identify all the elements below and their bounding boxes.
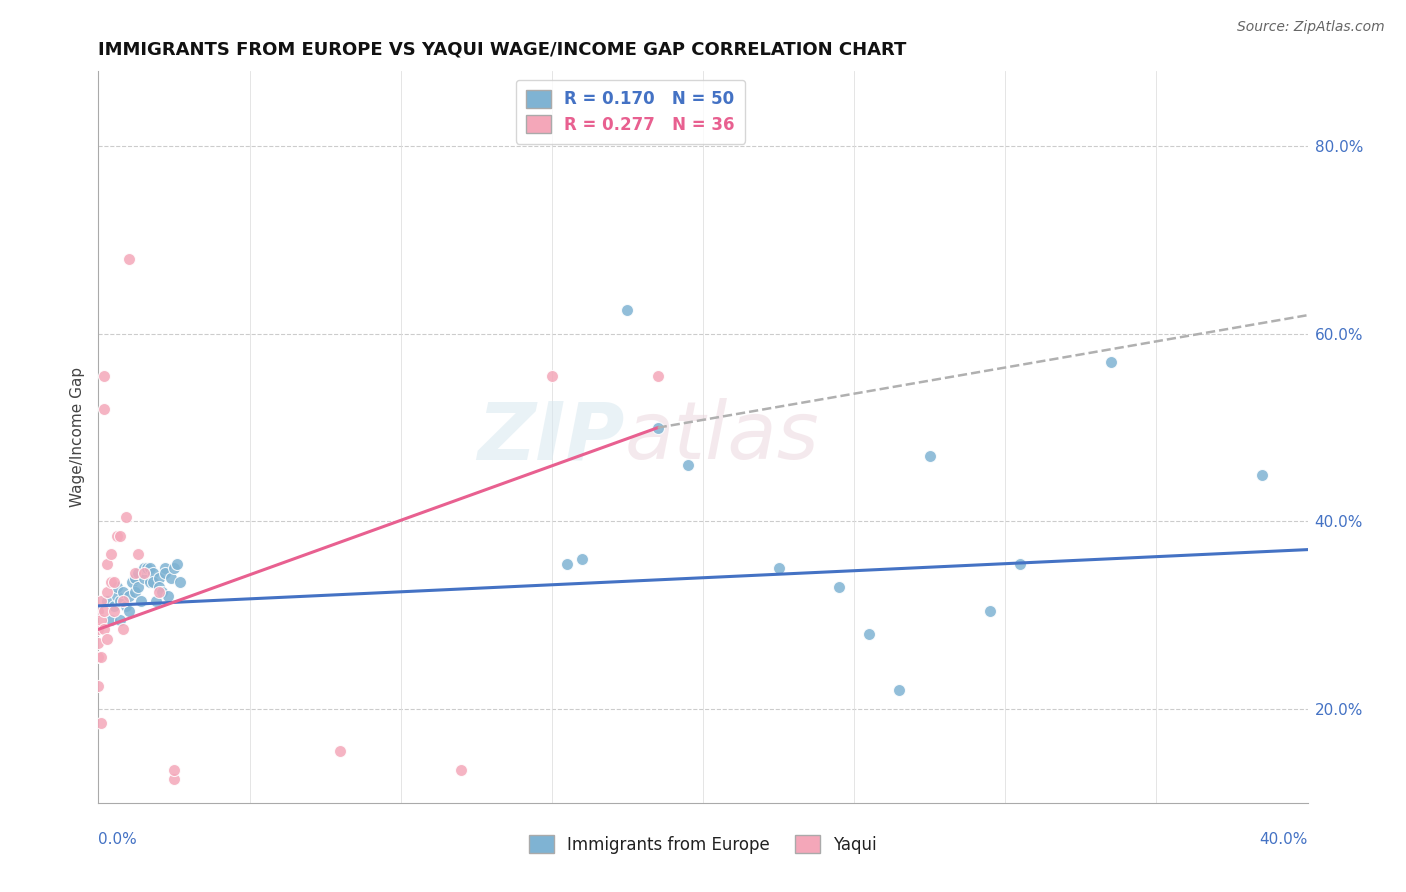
Point [768, 561, 790, 575]
Point [103, 599, 125, 613]
Point [127, 547, 149, 561]
Text: 0.0%: 0.0% [98, 832, 138, 847]
Point [87, 679, 110, 693]
Point [111, 594, 134, 608]
Point [105, 590, 128, 604]
Text: ZIP: ZIP [477, 398, 624, 476]
Point [889, 683, 911, 698]
Point [135, 561, 157, 575]
Point [132, 566, 155, 580]
Point [96, 594, 118, 608]
Point [150, 584, 173, 599]
Point [114, 599, 136, 613]
Point [1099, 355, 1122, 369]
Point [160, 571, 183, 585]
Point [132, 571, 155, 585]
Point [142, 575, 165, 590]
Point [163, 561, 186, 575]
Point [100, 613, 122, 627]
Point [90, 650, 112, 665]
Point [148, 571, 170, 585]
Point [647, 420, 669, 434]
Point [828, 580, 851, 594]
Point [121, 575, 143, 590]
Point [87, 603, 110, 617]
Point [118, 590, 141, 604]
Point [93, 369, 115, 384]
Point [93, 401, 115, 416]
Point [163, 763, 186, 777]
Point [87, 650, 110, 665]
Point [153, 561, 176, 575]
Point [87, 623, 110, 637]
Point [111, 623, 134, 637]
Point [450, 763, 472, 777]
Point [93, 603, 115, 617]
Point [329, 744, 352, 758]
Point [96, 584, 118, 599]
Point [540, 369, 562, 384]
Point [105, 580, 128, 594]
Text: Source: ZipAtlas.com: Source: ZipAtlas.com [1237, 20, 1385, 34]
Point [129, 594, 152, 608]
Point [153, 566, 176, 580]
Point [100, 547, 122, 561]
Point [124, 584, 146, 599]
Point [103, 603, 125, 617]
Point [647, 369, 669, 384]
Point [96, 557, 118, 571]
Point [979, 603, 1001, 617]
Point [90, 594, 112, 608]
Point [145, 594, 167, 608]
Text: atlas: atlas [624, 398, 820, 476]
Point [87, 603, 110, 617]
Point [156, 590, 179, 604]
Legend: Immigrants from Europe, Yaqui: Immigrants from Europe, Yaqui [522, 829, 884, 860]
Point [571, 552, 593, 566]
Point [1251, 467, 1274, 482]
Point [169, 575, 191, 590]
Point [114, 509, 136, 524]
Point [166, 557, 188, 571]
Point [676, 458, 699, 473]
Point [90, 716, 112, 731]
Point [124, 571, 146, 585]
Point [148, 584, 170, 599]
Point [118, 603, 141, 617]
Point [118, 252, 141, 266]
Point [108, 528, 131, 542]
Point [163, 772, 186, 787]
Point [108, 594, 131, 608]
Point [132, 561, 155, 575]
Text: IMMIGRANTS FROM EUROPE VS YAQUI WAGE/INCOME GAP CORRELATION CHART: IMMIGRANTS FROM EUROPE VS YAQUI WAGE/INC… [98, 41, 907, 59]
Point [124, 566, 146, 580]
Point [142, 566, 165, 580]
Point [96, 632, 118, 646]
Point [100, 575, 122, 590]
Point [918, 449, 941, 463]
Point [93, 623, 115, 637]
Point [105, 528, 128, 542]
Point [139, 561, 162, 575]
Point [1010, 557, 1032, 571]
Point [616, 303, 638, 318]
Point [858, 627, 880, 641]
Point [127, 580, 149, 594]
Point [103, 575, 125, 590]
Y-axis label: Wage/Income Gap: Wage/Income Gap [69, 367, 84, 508]
Point [127, 566, 149, 580]
Point [108, 613, 131, 627]
Point [87, 636, 110, 650]
Text: 40.0%: 40.0% [1260, 832, 1308, 847]
Point [90, 613, 112, 627]
Point [555, 557, 578, 571]
Point [148, 580, 170, 594]
Point [139, 575, 162, 590]
Point [111, 584, 134, 599]
